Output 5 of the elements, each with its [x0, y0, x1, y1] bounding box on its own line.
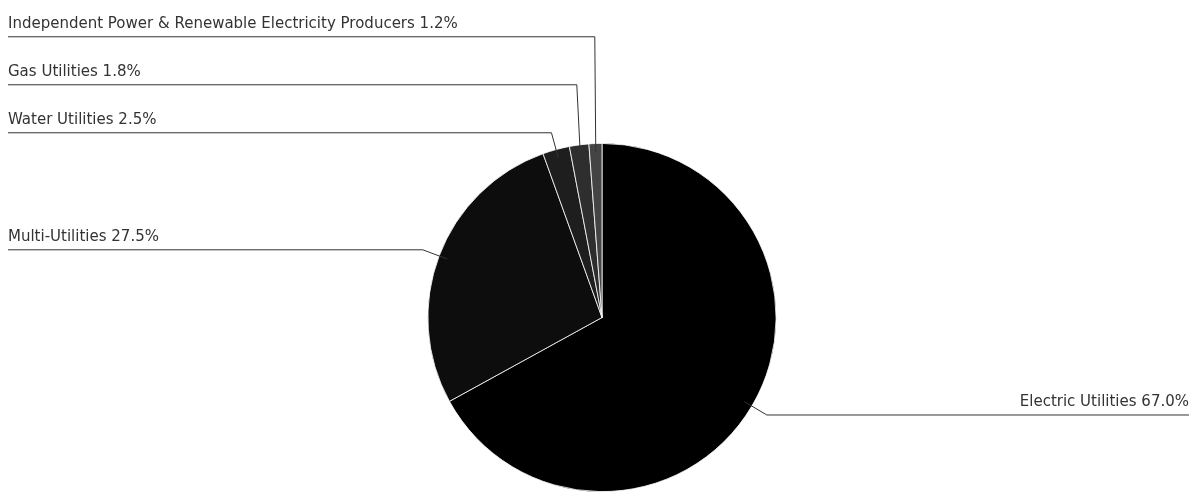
slice-label: Multi-Utilities 27.5%: [8, 227, 159, 246]
slice-label: Water Utilities 2.5%: [8, 110, 157, 129]
slice-label: Independent Power & Renewable Electricity Producers 1.2%: [8, 14, 458, 33]
slice-label: Gas Utilities 1.8%: [8, 62, 141, 81]
slice-label: Electric Utilities 67.0%: [1019, 392, 1189, 411]
